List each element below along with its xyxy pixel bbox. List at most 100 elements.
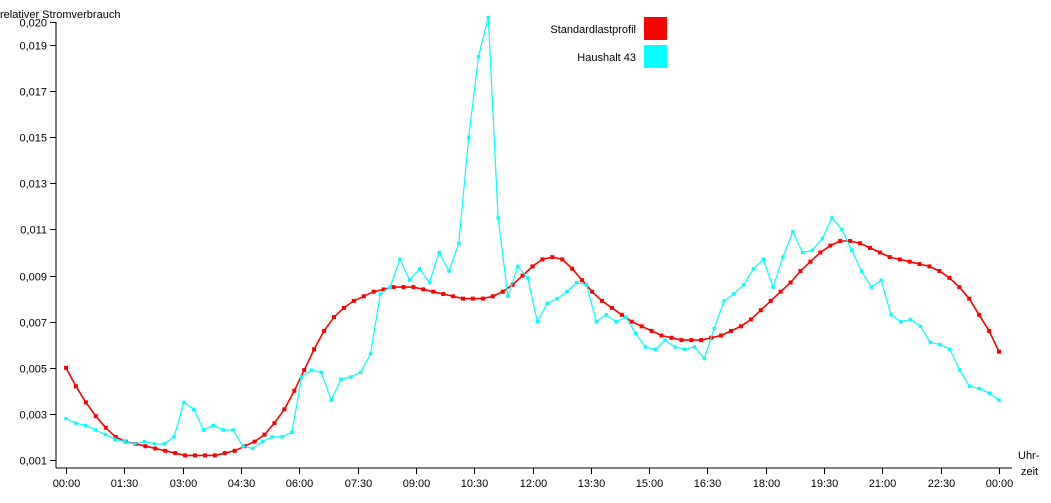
data-point <box>250 446 255 451</box>
y-tick-label: 0,015 <box>19 133 47 145</box>
data-point <box>838 239 843 243</box>
data-point <box>451 294 456 299</box>
data-point <box>761 257 765 262</box>
y-tick-label: 0,005 <box>19 364 47 376</box>
data-point <box>461 296 465 301</box>
data-point <box>624 315 628 319</box>
data-point <box>339 377 343 381</box>
data-point <box>791 230 795 234</box>
data-point <box>908 317 913 322</box>
data-point <box>722 299 726 303</box>
data-point <box>496 216 500 220</box>
x-tick-label: 19:30 <box>811 478 839 490</box>
data-point <box>510 282 515 287</box>
data-point <box>351 298 356 303</box>
data-point <box>322 328 327 333</box>
data-point <box>768 298 773 303</box>
data-point <box>937 269 942 273</box>
data-point <box>788 280 793 285</box>
series-haushalt-43 <box>64 15 1001 451</box>
data-point <box>560 257 565 262</box>
data-point <box>490 294 495 299</box>
data-point <box>570 266 575 271</box>
data-point <box>203 453 207 458</box>
x-tick-label: 06:00 <box>286 478 314 490</box>
data-point <box>778 289 783 294</box>
data-point <box>182 400 186 405</box>
data-point <box>614 320 618 324</box>
data-point <box>421 287 426 292</box>
data-point <box>427 280 432 285</box>
data-point <box>600 298 604 303</box>
data-point <box>977 386 982 391</box>
x-tick-label: 21:00 <box>869 478 897 490</box>
data-point <box>312 347 317 352</box>
data-point <box>987 391 991 395</box>
series-line <box>65 240 1000 457</box>
data-point <box>810 248 815 252</box>
data-point <box>329 398 333 402</box>
x-tick-label: 15:00 <box>636 478 664 490</box>
data-point <box>341 305 346 310</box>
data-point <box>103 432 107 437</box>
data-point <box>486 15 490 20</box>
data-point <box>309 368 314 372</box>
data-point <box>388 285 392 289</box>
data-point <box>408 278 412 282</box>
data-point <box>781 255 785 259</box>
x-axis-title-line1: Uhr- <box>1018 450 1040 462</box>
data-point <box>729 328 733 333</box>
data-point <box>609 305 614 310</box>
y-tick-label: 0,020 <box>19 18 47 30</box>
data-point <box>540 257 545 262</box>
data-point <box>800 250 805 255</box>
data-point <box>520 273 525 278</box>
data-point <box>928 340 932 345</box>
data-point <box>947 275 952 280</box>
data-point <box>381 287 386 292</box>
data-point <box>848 239 853 243</box>
data-point <box>679 338 684 343</box>
data-point <box>332 315 336 320</box>
data-point <box>604 313 608 317</box>
data-point <box>590 289 595 294</box>
x-tick-label: 04:30 <box>228 478 256 490</box>
data-point <box>702 356 707 361</box>
data-point <box>850 248 854 252</box>
data-point <box>732 292 736 296</box>
data-point <box>663 338 667 342</box>
data-point <box>879 278 883 282</box>
y-tick-label: 0,019 <box>19 41 47 53</box>
data-point <box>927 264 932 269</box>
series-line <box>65 17 1000 450</box>
axes: 0,001 0,003 0,005 0,007 0,009 0,011 0,013 0,015… <box>19 18 1013 491</box>
data-point <box>643 345 648 349</box>
data-point <box>751 267 756 271</box>
data-point <box>899 320 903 324</box>
data-point <box>997 349 1001 354</box>
data-point <box>555 296 559 301</box>
data-point <box>319 370 323 375</box>
data-point <box>103 425 108 430</box>
data-point <box>302 368 307 373</box>
data-point <box>371 289 376 294</box>
data-point <box>391 285 396 290</box>
data-point <box>869 285 873 289</box>
data-point <box>699 338 704 343</box>
data-point <box>241 444 245 448</box>
x-tick-label: 00:00 <box>53 478 81 490</box>
data-point <box>967 384 972 388</box>
x-tick-label: 13:30 <box>578 478 606 490</box>
data-point <box>987 328 992 333</box>
series-standardlastprofil <box>64 239 1001 458</box>
data-point <box>252 439 257 444</box>
data-point <box>758 308 763 313</box>
data-point <box>633 331 638 335</box>
data-point <box>673 345 677 349</box>
data-point <box>64 365 68 370</box>
data-point <box>162 442 166 446</box>
data-point <box>897 257 902 262</box>
data-point <box>584 283 589 287</box>
legend-label: Haushalt 43 <box>577 52 636 64</box>
